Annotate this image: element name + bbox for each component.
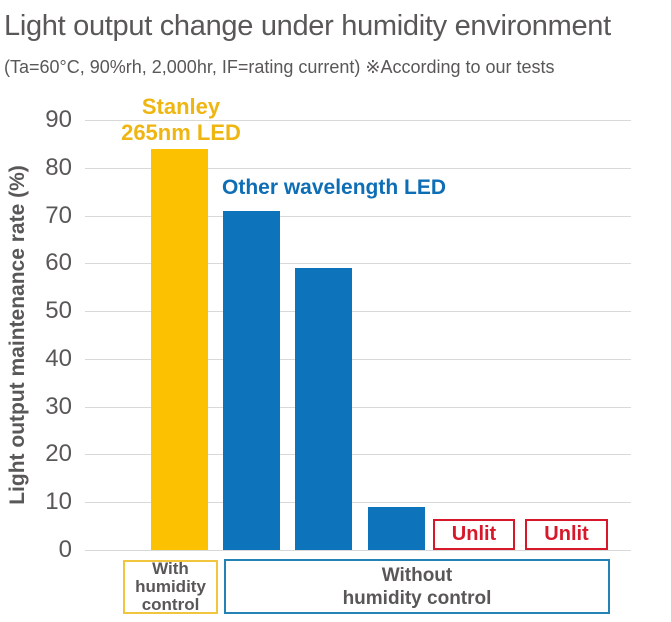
gridline-y40	[85, 358, 631, 360]
gridline-y80	[85, 167, 631, 169]
gridline-y90	[85, 120, 631, 121]
series-label-stanley-265nm-led: Stanley 265nm LED	[100, 94, 262, 146]
y-tick-label-60: 60	[45, 249, 72, 277]
gridline-y60	[85, 263, 631, 265]
y-tick-label-80: 80	[45, 153, 72, 181]
chart-subtitle: (Ta=60°C, 90%rh, 2,000hr, IF=rating curr…	[4, 57, 555, 77]
y-tick-label-50: 50	[45, 297, 72, 325]
y-tick-label-90: 90	[45, 106, 72, 133]
y-tick-label-0: 0	[58, 536, 72, 563]
unlit-label: Unlit	[544, 523, 589, 545]
gridline-y50	[85, 311, 631, 313]
gridline-y20	[85, 454, 631, 456]
x-group-without-humidity-control: Without humidity control	[224, 559, 610, 614]
unlit-badge: Unlit	[525, 519, 608, 550]
gridline-y0	[85, 550, 631, 551]
unlit-label: Unlit	[451, 523, 497, 545]
y-tick-label-30: 30	[45, 392, 72, 420]
bar-other-wavelength-led	[368, 507, 425, 550]
bar-stanley-265nm-led	[151, 149, 208, 550]
bar-other-wavelength-led	[223, 211, 280, 550]
gridline-y30	[85, 406, 631, 408]
series-label-other-wavelength-led: Other wavelength LED	[222, 176, 447, 199]
series-label-stanley-line2: 265nm LED	[121, 120, 241, 145]
y-tick-label-20: 20	[45, 440, 72, 468]
chart-title: Light output change under humidity envir…	[4, 10, 611, 42]
y-tick-label-40: 40	[45, 344, 72, 372]
y-tick-label-70: 70	[45, 201, 72, 229]
series-label-stanley-line1: Stanley	[141, 94, 221, 119]
gridline-y10	[85, 502, 631, 504]
x-group-with-humidity-control: With humidity control	[123, 560, 218, 614]
x-group-with-humidity-control-label: With humidity control	[135, 559, 206, 614]
x-group-without-humidity-control-label: Without humidity control	[342, 564, 492, 609]
plot-area: Unlit Unlit	[85, 120, 631, 551]
unlit-badge: Unlit	[433, 519, 515, 550]
y-tick-label-10: 10	[45, 488, 72, 516]
gridline-y70	[85, 215, 631, 217]
bar-other-wavelength-led	[295, 268, 352, 550]
y-axis-title: Light output maintenance rate (%)	[6, 165, 29, 505]
